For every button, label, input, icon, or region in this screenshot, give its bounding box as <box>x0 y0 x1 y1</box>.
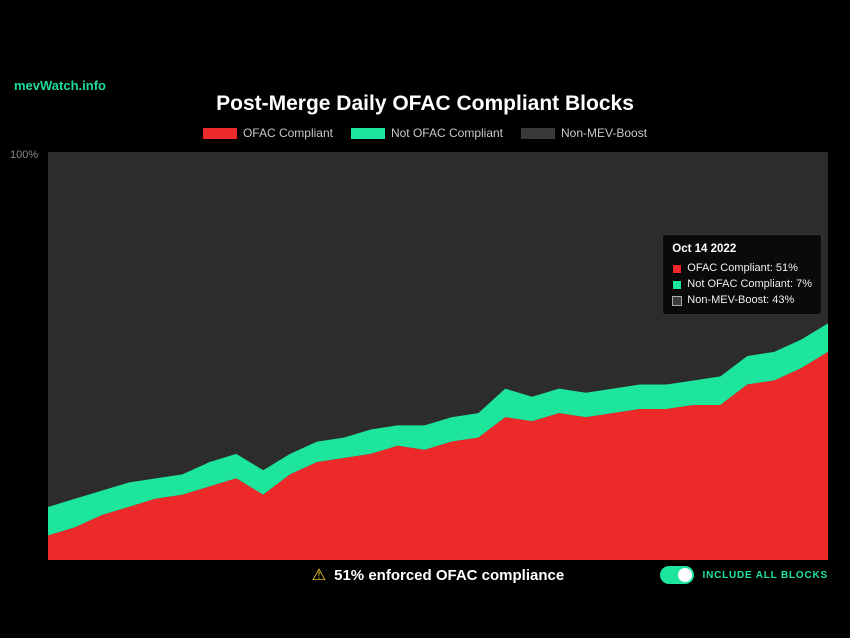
footer-warning-text: 51% enforced OFAC compliance <box>334 567 564 584</box>
chart-title: Post-Merge Daily OFAC Compliant Blocks <box>0 92 850 116</box>
include-all-blocks-toggle[interactable]: INCLUDE ALL BLOCKS <box>660 566 828 584</box>
stacked-area-chart[interactable]: Oct 14 2022 OFAC Compliant: 51% Not OFAC… <box>48 152 828 560</box>
legend-label: OFAC Compliant <box>243 126 333 140</box>
legend-label: Non-MEV-Boost <box>561 126 647 140</box>
footer-bar: ⚠ 51% enforced OFAC compliance INCLUDE A… <box>48 565 828 585</box>
toggle-knob <box>678 568 692 582</box>
legend-swatch <box>351 128 385 139</box>
toggle-label: INCLUDE ALL BLOCKS <box>702 570 828 581</box>
y-axis-tick-100: 100% <box>10 149 38 161</box>
warning-icon: ⚠ <box>312 565 326 585</box>
chart-svg <box>48 152 828 560</box>
brand-link[interactable]: mevWatch.info <box>14 78 106 93</box>
legend-label: Not OFAC Compliant <box>391 126 503 140</box>
legend-swatch <box>203 128 237 139</box>
legend: OFAC Compliant Not OFAC Compliant Non-ME… <box>0 126 850 140</box>
legend-item-non-mev[interactable]: Non-MEV-Boost <box>521 126 647 140</box>
legend-item-ofac[interactable]: OFAC Compliant <box>203 126 333 140</box>
legend-swatch <box>521 128 555 139</box>
toggle-track <box>660 566 694 584</box>
legend-item-not-ofac[interactable]: Not OFAC Compliant <box>351 126 503 140</box>
